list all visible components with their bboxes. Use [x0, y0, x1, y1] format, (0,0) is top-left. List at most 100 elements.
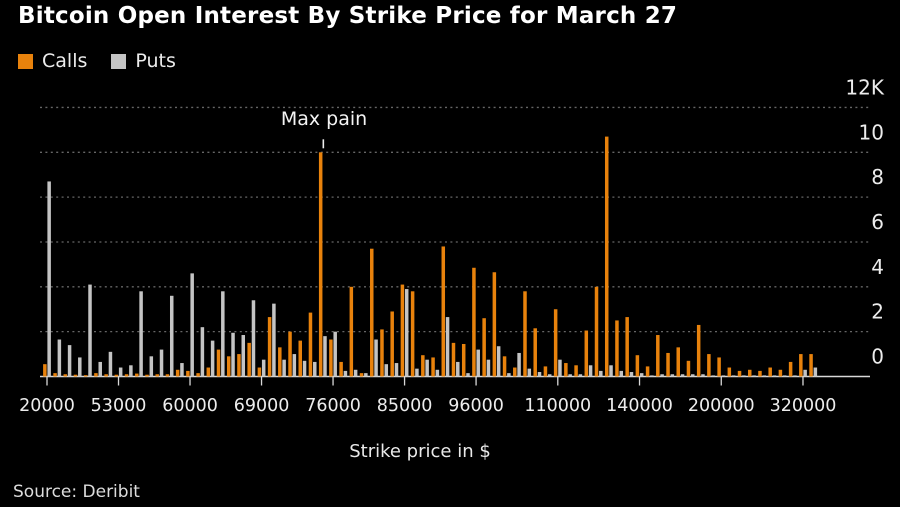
x-tick-label: 140000: [606, 396, 673, 416]
bar-call: [543, 366, 548, 377]
bar-put: [782, 375, 787, 377]
bar-call: [533, 328, 537, 377]
legend-item-puts: Puts: [111, 50, 176, 72]
bar-call: [165, 374, 170, 377]
x-tick-label: 85000: [377, 396, 433, 416]
bar-put: [292, 354, 297, 377]
bar-put: [231, 332, 235, 377]
bar-put: [129, 365, 133, 377]
bar-call: [308, 312, 313, 377]
bar-put: [241, 335, 246, 377]
bar-call: [768, 367, 772, 377]
bar-call: [349, 286, 354, 377]
bar-call: [737, 370, 742, 377]
x-tick-label: 60000: [162, 396, 218, 416]
bar-put: [88, 284, 92, 377]
bar-call: [267, 317, 272, 377]
bar-put: [742, 375, 746, 377]
bar-call: [727, 367, 732, 377]
bar-call: [574, 365, 578, 377]
bar-call: [809, 354, 813, 377]
bar-put: [619, 370, 623, 377]
bar-put: [108, 351, 113, 377]
bar-call: [237, 354, 241, 377]
bar-call: [318, 152, 323, 377]
y-tick-label: 10: [859, 120, 884, 144]
x-tick-label: 76000: [305, 396, 361, 416]
bar-call: [635, 355, 640, 377]
bar-put: [507, 373, 511, 377]
bar-put: [711, 375, 715, 377]
bar-put: [353, 369, 358, 377]
bar-put: [333, 331, 337, 377]
bar-put: [180, 363, 184, 377]
bar-put: [772, 375, 777, 377]
bar-put: [159, 349, 164, 377]
page-title: Bitcoin Open Interest By Strike Price fo…: [18, 3, 678, 29]
x-axis-title: Strike price in $: [349, 441, 491, 462]
bar-call: [492, 272, 497, 377]
bar-call: [206, 367, 211, 377]
bar-call: [778, 369, 783, 377]
bar-call: [748, 369, 752, 377]
bar-call: [758, 370, 762, 377]
bar-put: [578, 374, 583, 377]
legend-item-calls: Calls: [18, 50, 87, 72]
y-tick-label: 8: [871, 165, 884, 189]
bar-put: [435, 369, 440, 377]
bar-call: [298, 340, 302, 377]
y-tick-label: 12K: [845, 75, 884, 99]
bar-put: [588, 365, 593, 377]
bar-put: [323, 336, 327, 377]
bar-call: [43, 364, 47, 377]
bar-call: [564, 363, 568, 377]
bar-call: [145, 374, 149, 377]
bar-call: [615, 320, 619, 377]
bar-put: [313, 361, 317, 377]
bar-call: [53, 373, 57, 377]
source-credit: Source: Deribit: [13, 482, 140, 502]
bar-call: [186, 370, 190, 377]
legend: Calls Puts: [18, 50, 176, 72]
bar-put: [343, 370, 348, 377]
bar-put: [670, 374, 675, 377]
bar-put: [200, 327, 205, 377]
bar-put: [190, 273, 194, 377]
bar-call: [421, 355, 425, 377]
bar-put: [251, 300, 256, 377]
bar-call: [523, 291, 527, 377]
bar-call: [400, 284, 405, 377]
bar-put: [701, 374, 705, 377]
bar-put: [496, 346, 501, 377]
bar-call: [390, 311, 394, 377]
bar-call: [359, 373, 364, 377]
bar-call: [329, 339, 333, 377]
bar-put: [415, 368, 419, 377]
legend-calls-label: Calls: [42, 50, 88, 72]
bar-put: [425, 359, 429, 377]
y-tick-label: 4: [871, 255, 884, 279]
x-tick-label: 69000: [234, 396, 290, 416]
bar-call: [135, 373, 139, 377]
y-tick-label: 2: [871, 300, 884, 324]
bar-put: [568, 374, 572, 377]
bar-call: [257, 367, 262, 377]
bar-put: [517, 352, 521, 377]
bar-call: [461, 343, 466, 377]
bar-call: [625, 317, 629, 377]
bar-put: [476, 349, 480, 377]
bar-call: [696, 324, 701, 377]
bar-call: [175, 369, 180, 377]
x-tick-label: 110000: [524, 396, 591, 416]
bar-call: [553, 309, 558, 377]
bar-call: [380, 329, 384, 377]
bar-put: [394, 363, 399, 377]
bar-call: [788, 361, 793, 377]
bar-put: [650, 375, 654, 377]
bar-call: [288, 331, 292, 377]
bar-call: [645, 366, 650, 377]
bar-call: [94, 373, 98, 377]
bar-call: [502, 356, 507, 377]
